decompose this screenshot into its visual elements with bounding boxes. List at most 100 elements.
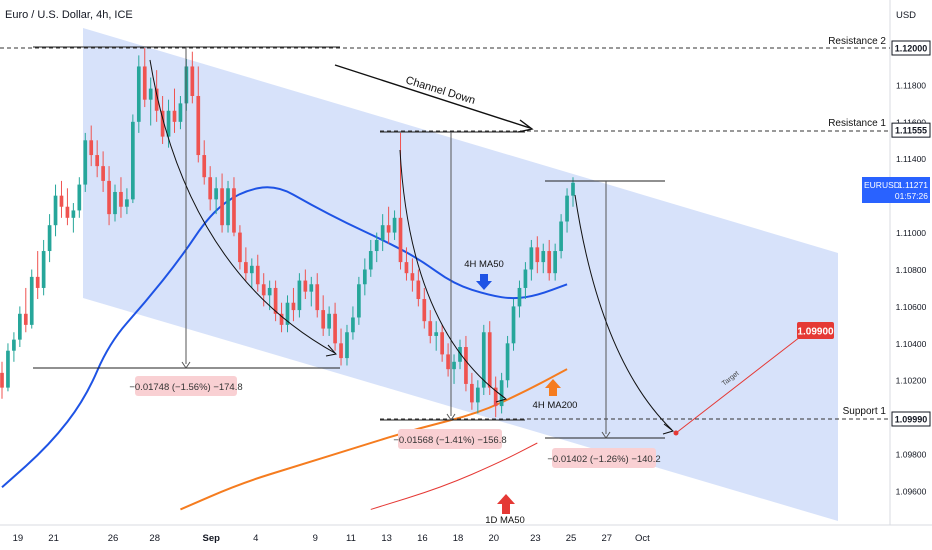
candle[interactable] [220, 173, 224, 233]
candle[interactable] [113, 184, 117, 222]
candle[interactable] [273, 280, 278, 322]
candle[interactable] [553, 243, 558, 281]
candle[interactable] [416, 269, 421, 307]
candle[interactable] [249, 258, 254, 288]
candle[interactable] [29, 269, 34, 329]
candle[interactable] [77, 177, 82, 218]
candle[interactable] [71, 203, 76, 233]
candle[interactable] [428, 310, 433, 344]
price-axis-pane[interactable] [890, 0, 932, 550]
candle[interactable] [279, 302, 284, 333]
candle[interactable] [142, 48, 147, 108]
candle[interactable] [6, 343, 10, 392]
candle[interactable] [303, 269, 308, 300]
candle[interactable] [362, 258, 367, 296]
candle[interactable] [190, 51, 195, 104]
candle[interactable] [59, 180, 64, 218]
candle[interactable] [505, 335, 510, 388]
candle[interactable] [386, 206, 391, 244]
candle[interactable] [422, 287, 427, 329]
candle[interactable] [23, 287, 28, 333]
candle[interactable] [35, 251, 40, 300]
candle[interactable] [440, 324, 444, 362]
candle[interactable] [89, 125, 94, 167]
candle[interactable] [499, 372, 504, 414]
candle[interactable] [511, 299, 516, 351]
candle[interactable] [119, 177, 123, 218]
current-price-box[interactable] [862, 177, 930, 203]
candle[interactable] [208, 166, 213, 211]
candle[interactable] [333, 302, 337, 351]
candle[interactable] [125, 188, 129, 215]
candle[interactable] [226, 180, 230, 233]
candle[interactable] [178, 95, 183, 130]
candle[interactable] [357, 276, 361, 325]
candle[interactable] [83, 132, 88, 192]
candle[interactable] [541, 243, 546, 274]
candle[interactable] [309, 276, 314, 307]
candle[interactable] [12, 332, 16, 362]
candle[interactable] [214, 177, 218, 215]
candle[interactable] [392, 210, 397, 240]
candle[interactable] [101, 151, 105, 192]
candle[interactable] [487, 321, 492, 396]
candle[interactable] [291, 287, 296, 322]
price-level-tag [891, 40, 931, 56]
candle[interactable] [464, 335, 468, 392]
time-tick: 19 [13, 533, 24, 544]
candle[interactable] [458, 339, 462, 370]
candle[interactable] [297, 273, 302, 318]
candle[interactable] [547, 239, 552, 281]
candle[interactable] [529, 239, 534, 281]
measure-1-box [135, 376, 237, 396]
candle[interactable] [475, 380, 480, 414]
candle[interactable] [238, 225, 242, 270]
candle[interactable] [232, 177, 236, 237]
candle[interactable] [410, 258, 415, 292]
candle[interactable] [345, 324, 349, 366]
candle[interactable] [571, 177, 575, 207]
candle[interactable] [559, 214, 563, 259]
candle[interactable] [327, 306, 331, 336]
candle[interactable] [172, 88, 177, 133]
candle[interactable] [95, 140, 100, 178]
candle[interactable] [523, 262, 528, 300]
candle[interactable] [47, 214, 52, 263]
time-axis[interactable]: 19 21 26 28 Sep 4 9 11 13 16 18 20 23 25 27 Oct [13, 533, 651, 544]
candle[interactable] [65, 188, 70, 226]
symbol-title[interactable]: Euro / U.S. Dollar, 4h, ICE [5, 9, 133, 21]
candle[interactable] [17, 306, 22, 348]
candle[interactable] [202, 140, 207, 185]
candle[interactable] [535, 236, 540, 274]
candle[interactable] [481, 324, 486, 396]
candle[interactable] [493, 376, 498, 418]
candle[interactable] [404, 247, 409, 281]
candle[interactable] [255, 254, 260, 292]
candle[interactable] [565, 188, 569, 233]
candle[interactable] [452, 354, 456, 384]
candle[interactable] [351, 306, 355, 340]
candle[interactable] [196, 66, 201, 163]
candle[interactable] [446, 343, 450, 377]
candle[interactable] [136, 55, 141, 133]
candle[interactable] [315, 273, 320, 318]
candle[interactable] [374, 232, 379, 263]
candle[interactable] [244, 247, 248, 281]
candle[interactable] [339, 328, 343, 366]
candle[interactable] [41, 239, 46, 296]
candle[interactable] [321, 295, 326, 336]
candle[interactable] [470, 372, 474, 410]
candle[interactable] [131, 114, 135, 204]
candle[interactable] [148, 77, 153, 126]
candle[interactable] [107, 166, 111, 226]
candle[interactable] [368, 239, 373, 277]
candle[interactable] [517, 280, 522, 318]
candle[interactable] [285, 295, 290, 333]
candle[interactable] [0, 361, 4, 399]
candle[interactable] [53, 184, 58, 237]
candle[interactable] [434, 321, 439, 351]
candle[interactable] [267, 280, 272, 311]
candle[interactable] [380, 214, 385, 252]
